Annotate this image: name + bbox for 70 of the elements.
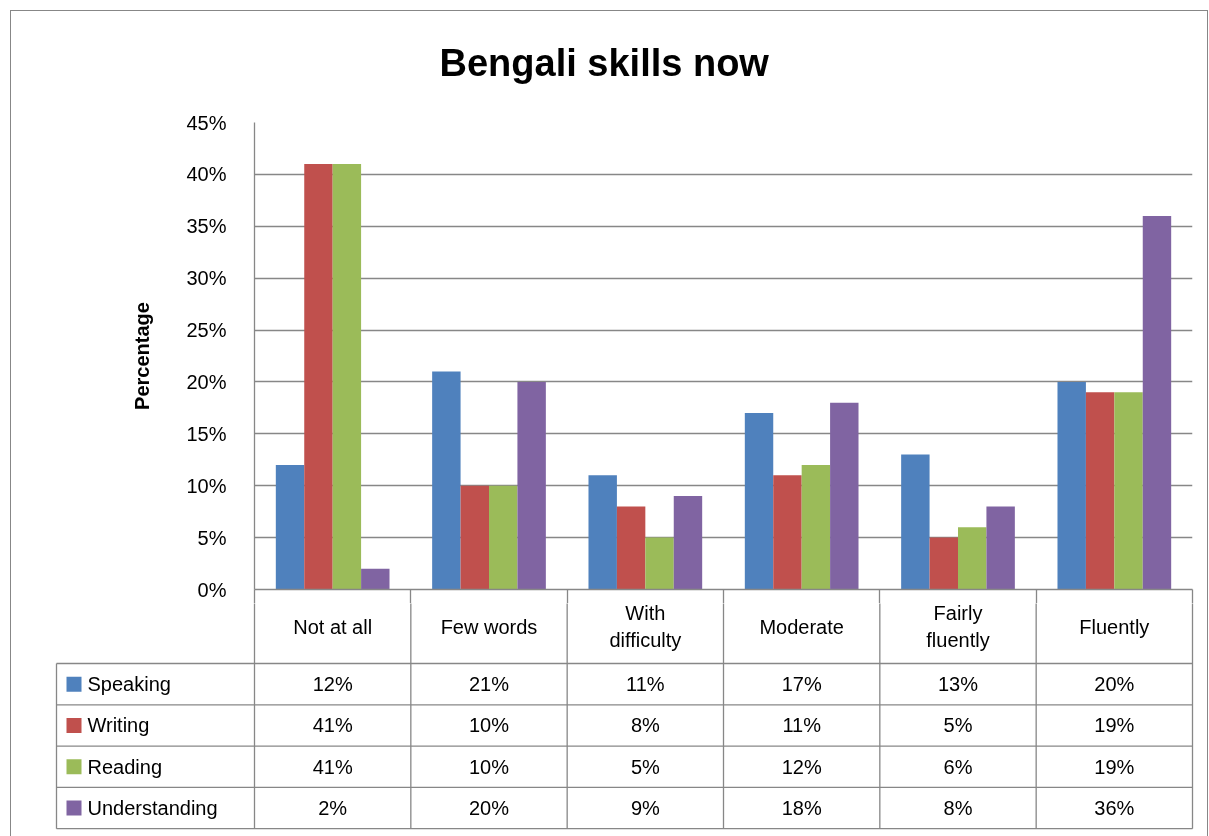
bar xyxy=(901,454,930,590)
bar xyxy=(304,164,333,590)
bar xyxy=(588,475,617,590)
data-label: 20% xyxy=(468,797,510,820)
bar xyxy=(773,475,802,590)
bar xyxy=(830,402,859,590)
data-label: 11% xyxy=(782,714,822,737)
data-label: 5% xyxy=(630,755,660,778)
x-tick-label: Fairly fluently xyxy=(926,602,990,651)
chart-title: Bengali skills now xyxy=(439,41,770,84)
y-tick-label: 0% xyxy=(197,578,227,601)
x-tick-label: Few words xyxy=(440,615,538,638)
bar xyxy=(275,464,305,590)
data-label: 20% xyxy=(1094,673,1135,696)
data-label: 8% xyxy=(630,714,660,737)
y-tick-label: 15% xyxy=(186,422,227,445)
data-label: 17% xyxy=(781,673,822,696)
data-label: 36% xyxy=(1094,797,1135,820)
data-label: 19% xyxy=(1094,714,1135,737)
bar xyxy=(801,464,831,590)
bar xyxy=(1142,215,1172,590)
bar xyxy=(460,485,489,590)
y-tick-label: 30% xyxy=(186,267,227,290)
bar xyxy=(1114,392,1143,590)
data-label: 41% xyxy=(312,714,353,737)
data-label: 11% xyxy=(626,673,665,696)
bar xyxy=(517,381,546,590)
y-axis-title: Percentage xyxy=(131,302,154,410)
bar xyxy=(1085,392,1115,590)
data-label: 12% xyxy=(312,673,353,696)
bar xyxy=(744,413,774,590)
bar xyxy=(432,371,461,590)
data-label: 41% xyxy=(312,755,353,778)
bar xyxy=(489,485,518,590)
bar xyxy=(929,537,958,590)
data-label: 13% xyxy=(937,673,979,696)
bar xyxy=(986,506,1015,590)
x-tick-label: Fluently xyxy=(1079,615,1150,638)
data-label: 10% xyxy=(468,755,510,778)
data-label: 8% xyxy=(943,797,973,820)
y-tick-label: 40% xyxy=(186,163,227,186)
bar xyxy=(332,164,362,590)
data-label: 5% xyxy=(943,714,973,737)
bar xyxy=(616,506,646,590)
bar xyxy=(958,527,987,590)
data-label: 2% xyxy=(318,797,348,820)
bar xyxy=(673,496,703,590)
y-tick-label: 5% xyxy=(197,526,227,549)
legend-label: Reading xyxy=(87,755,163,778)
data-label: 19% xyxy=(1094,755,1135,778)
y-tick-label: 45% xyxy=(186,111,227,134)
data-label: 18% xyxy=(781,797,822,820)
y-tick-label: 10% xyxy=(186,474,227,497)
y-tick-label: 35% xyxy=(186,215,227,238)
bar xyxy=(1057,381,1086,590)
data-label: 6% xyxy=(943,755,973,778)
data-label: 10% xyxy=(468,714,510,737)
x-tick-label: With difficulty xyxy=(609,602,682,651)
data-label: 9% xyxy=(630,797,660,820)
x-tick-label: Moderate xyxy=(759,615,844,638)
data-label: 21% xyxy=(468,673,510,696)
legend-label: Understanding xyxy=(87,797,218,820)
bar xyxy=(361,568,390,590)
x-tick-label: Not at all xyxy=(293,615,373,638)
bar xyxy=(645,537,674,590)
y-tick-label: 25% xyxy=(186,319,227,342)
y-tick-label: 20% xyxy=(186,370,227,393)
legend-label: Speaking xyxy=(87,673,171,696)
data-label: 12% xyxy=(781,755,822,778)
legend-label: Writing xyxy=(87,714,150,737)
